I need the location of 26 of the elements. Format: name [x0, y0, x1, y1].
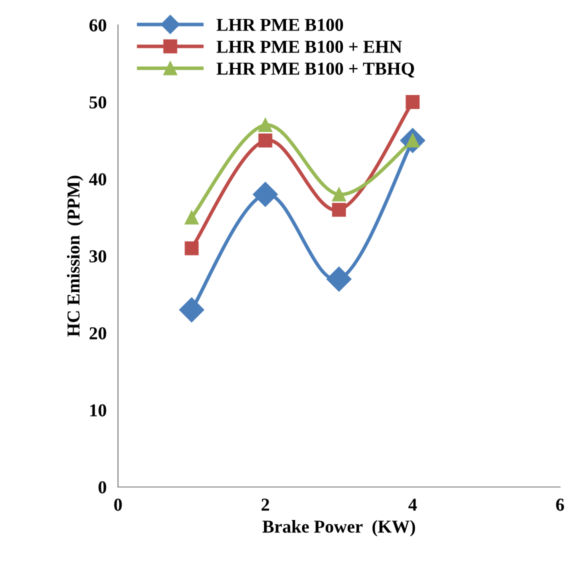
point	[258, 134, 272, 148]
point	[179, 297, 204, 322]
x-tick-label: 2	[262, 498, 270, 511]
y-tick-label: 10	[90, 404, 106, 416]
point	[184, 210, 199, 224]
point	[332, 187, 346, 202]
y-tick-label: 40	[89, 173, 106, 186]
y-tick-label: 0	[98, 481, 106, 494]
y-axis-title: HC Emission (PPM)	[66, 176, 84, 337]
point	[332, 202, 346, 217]
point	[258, 118, 272, 132]
point	[184, 241, 199, 256]
legend-label: LHR PME B100 + EHN	[216, 40, 402, 53]
point	[326, 266, 352, 292]
x-tick-label: 6	[556, 498, 564, 511]
y-tick-label: 50	[90, 96, 106, 108]
y-tick-label: 30	[90, 250, 106, 262]
x-axis-title: Brake Power (KW)	[262, 520, 416, 536]
legend-label: LHR PME B100	[216, 18, 344, 31]
point	[252, 182, 278, 207]
point	[406, 95, 420, 109]
x-tick-label: 0	[114, 498, 122, 511]
y-tick-label: 20	[90, 327, 106, 340]
y-tick-label: 60	[89, 19, 106, 32]
legend-label: LHR PME B100 + TBHQ	[216, 62, 414, 78]
x-tick-label: 4	[408, 498, 417, 511]
